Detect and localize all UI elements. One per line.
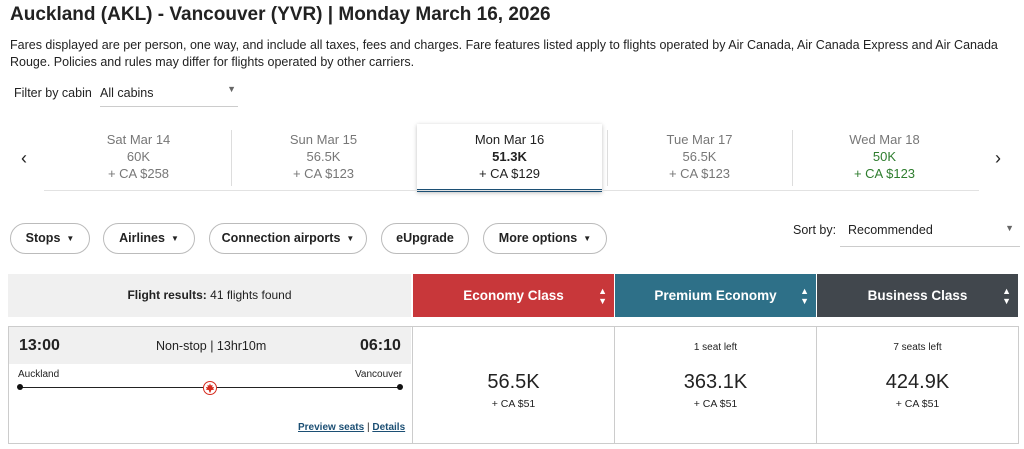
caret-down-icon: ▼ — [1005, 223, 1014, 233]
eupgrade-filter-label: eUpgrade — [396, 231, 454, 245]
date-label: Tue Mar 17 — [666, 132, 733, 147]
date-cash: + CA $123 — [292, 166, 355, 181]
flight-duration-stops: Non-stop | 13hr10m — [156, 339, 267, 353]
date-divider — [792, 130, 793, 186]
cabin-name: Premium Economy — [654, 288, 777, 303]
fare-cash: + CA $51 — [491, 398, 536, 410]
premium-economy-fare-cell[interactable]: 1 seat left 363.1K + CA $51 — [615, 327, 816, 443]
column-divider — [412, 327, 413, 443]
fare-cash: + CA $51 — [693, 398, 738, 410]
airlines-filter-label: Airlines — [119, 231, 165, 245]
date-points: 50K — [872, 149, 897, 164]
fare-points: 363.1K — [683, 371, 748, 393]
destination-dot — [397, 384, 403, 390]
date-option-wed-mar-18[interactable]: Wed Mar 18 50K + CA $123 — [792, 124, 977, 190]
premium-economy-header[interactable]: Premium Economy ▲ ▼ — [615, 274, 816, 317]
details-link[interactable]: Details — [372, 422, 406, 433]
more-options-button[interactable]: More options ▼ — [483, 223, 607, 254]
sort-value: Recommended — [848, 223, 933, 237]
seats-left — [413, 342, 614, 354]
fare-points: 424.9K — [885, 371, 950, 393]
economy-class-header[interactable]: Economy Class ▲ ▼ — [413, 274, 614, 317]
flight-results-summary: Flight results: 41 flights found — [8, 274, 411, 317]
business-class-header[interactable]: Business Class ▲ ▼ — [817, 274, 1018, 317]
chevron-left-icon[interactable]: ‹ — [21, 148, 27, 168]
page-title: Auckland (AKL) - Vancouver (YVR) | Monda… — [10, 4, 551, 25]
date-cash: + CA $129 — [478, 166, 541, 181]
arrival-time: 06:10 — [360, 337, 401, 354]
date-label: Wed Mar 18 — [849, 132, 920, 147]
date-points: 60K — [126, 149, 151, 164]
fare-points: 56.5K — [487, 371, 540, 393]
cabin-name: Business Class — [867, 288, 968, 303]
more-options-label: More options — [498, 231, 578, 245]
connection-airports-filter-button[interactable]: Connection airports ▼ — [209, 223, 367, 254]
fare-notice: Fares displayed are per person, one way,… — [10, 38, 998, 69]
caret-down-icon: ▼ — [346, 234, 355, 243]
seats-left: 1 seat left — [693, 342, 738, 353]
date-strip-baseline — [44, 190, 979, 191]
results-count: 41 flights found — [210, 288, 292, 302]
column-divider — [614, 327, 615, 443]
chevron-right-icon[interactable]: › — [995, 148, 1001, 168]
airlines-filter-button[interactable]: Airlines ▼ — [103, 223, 195, 254]
date-option-tue-mar-17[interactable]: Tue Mar 17 56.5K + CA $123 — [607, 124, 792, 190]
date-option-sun-mar-15[interactable]: Sun Mar 15 56.5K + CA $123 — [231, 124, 416, 190]
date-option-sat-mar-14[interactable]: Sat Mar 14 60K + CA $258 — [46, 124, 231, 190]
cabin-name: Economy Class — [463, 288, 564, 303]
date-divider — [231, 130, 232, 186]
flight-result-card — [8, 326, 1019, 444]
date-cash: + CA $258 — [107, 166, 170, 181]
date-divider — [607, 130, 608, 186]
date-cash: + CA $123 — [668, 166, 731, 181]
caret-down-icon: ▼ — [227, 84, 236, 94]
caret-down-icon: ▼ — [583, 234, 592, 243]
departure-time: 13:00 — [19, 337, 60, 354]
flight-summary-band — [9, 327, 411, 364]
results-label: Flight results: — [127, 288, 207, 302]
date-points: 56.5K — [682, 149, 717, 164]
cabin-filter-value: All cabins — [100, 86, 154, 100]
origin-dot — [17, 384, 23, 390]
column-divider — [816, 327, 817, 443]
date-cash: + CA $123 — [853, 166, 916, 181]
economy-fare-cell[interactable]: 56.5K + CA $51 — [413, 327, 614, 443]
stops-filter-button[interactable]: Stops ▼ — [10, 223, 90, 254]
eupgrade-filter-button[interactable]: eUpgrade — [381, 223, 469, 254]
maple-leaf-icon — [203, 381, 217, 395]
sort-select[interactable]: Recommended ▼ — [840, 216, 1020, 247]
flight-links: Preview seats | Details — [298, 422, 405, 433]
connection-airports-filter-label: Connection airports — [221, 231, 341, 245]
link-separator: | — [366, 422, 370, 433]
flight-itinerary[interactable] — [8, 326, 412, 444]
date-label: Sat Mar 14 — [106, 132, 171, 147]
cabin-filter-label: Filter by cabin — [14, 86, 92, 100]
date-label: Mon Mar 16 — [474, 132, 545, 147]
sort-arrows-icon: ▲ ▼ — [1002, 285, 1011, 306]
cabin-filter-select[interactable]: All cabins ▼ — [100, 81, 238, 107]
business-fare-cell[interactable]: 7 seats left 424.9K + CA $51 — [817, 327, 1018, 443]
caret-down-icon: ▼ — [66, 234, 75, 243]
stops-filter-label: Stops — [25, 231, 61, 245]
destination-city: Vancouver — [355, 369, 403, 380]
preview-seats-link[interactable]: Preview seats — [298, 422, 365, 433]
sort-arrows-icon: ▲ ▼ — [800, 285, 809, 306]
fare-cash: + CA $51 — [895, 398, 940, 410]
seats-left: 7 seats left — [893, 342, 942, 353]
sort-arrows-icon: ▲ ▼ — [598, 285, 607, 306]
origin-city: Auckland — [18, 369, 60, 380]
sort-label: Sort by: — [793, 223, 837, 237]
date-points: 51.3K — [492, 149, 527, 164]
date-option-mon-mar-16-selected[interactable]: Mon Mar 16 51.3K + CA $129 — [417, 124, 602, 192]
date-points: 56.5K — [306, 149, 341, 164]
date-label: Sun Mar 15 — [289, 132, 358, 147]
caret-down-icon: ▼ — [170, 234, 179, 243]
